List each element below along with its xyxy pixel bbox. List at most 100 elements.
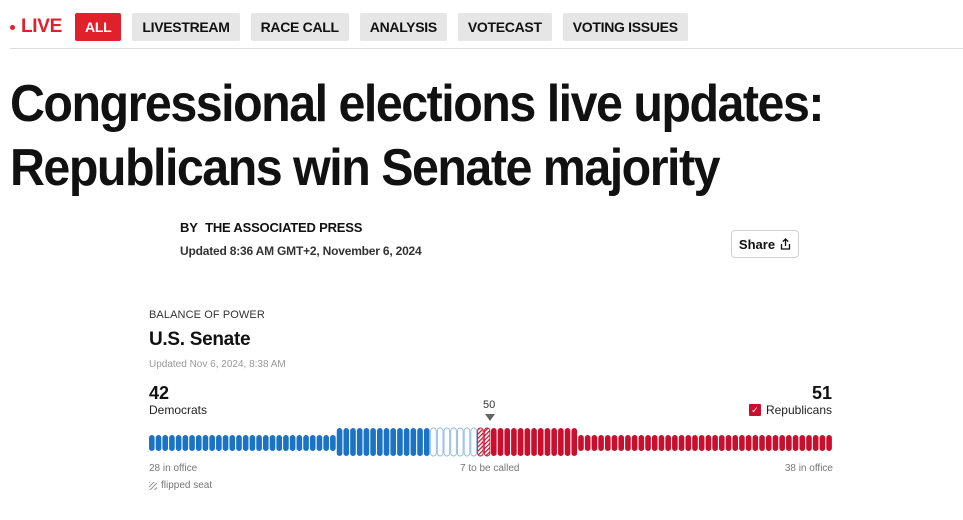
dem-seat-in-office [202,435,209,451]
rep-seat-in-office [739,435,745,451]
dem-seat-in-office [155,435,162,451]
rep-seat-in-office [779,435,785,451]
rep-seat-in-office [692,435,698,451]
tab-analysis[interactable]: ANALYSIS [359,13,447,41]
live-indicator: LIVE [10,16,62,38]
rep-seat-in-office [598,435,604,451]
section-nav: LIVE ALL LIVESTREAM RACE CALL ANALYSIS V… [10,12,963,42]
dem-seat-in-office [323,435,329,451]
rep-seat-in-office [651,435,658,451]
byline-prefix: BY [180,220,198,235]
dem-seat-called [383,428,390,456]
rep-seat-in-office [765,435,772,451]
rep-seat-called [558,428,564,456]
page-title: Congressional elections live updates: Re… [10,72,889,200]
tab-votecast[interactable]: VOTECAST [457,13,552,41]
rep-seat-in-office [732,435,739,451]
rep-seat-in-office [625,435,631,451]
rep-seat-in-office [786,435,792,451]
dem-seat-called [343,428,350,456]
dem-seat-in-office [256,435,262,451]
dem-seat-in-office [263,435,269,451]
dem-seat-called [403,428,410,456]
dem-seat-in-office [195,435,202,451]
rep-seat-in-office [719,435,725,451]
dem-seat-in-office [229,435,236,451]
uncalled-seat [470,427,477,457]
uncalled-seat [436,427,444,457]
headline-line-1: Congressional elections live updates: [10,75,824,133]
tab-all[interactable]: ALL [75,13,122,41]
headline-line-2: Republicans win Senate majority [10,139,721,197]
flipped-legend-label: flipped seat [161,480,213,491]
rep-seat-count: 51 [811,383,832,403]
dem-seat-called [336,428,343,456]
bop-title: U.S. Senate [149,329,251,350]
share-button[interactable]: Share [731,230,799,258]
rep-seat-in-office [712,435,718,451]
dem-seat-in-office [169,435,175,451]
dem-seat-called [370,428,376,456]
rep-seat-called [511,428,517,456]
dem-seat-in-office [289,435,296,451]
uncalled-seat [450,427,457,457]
dem-seat-in-office [276,435,283,451]
uncalled-seat [457,427,464,457]
rep-seat-in-office [685,435,692,451]
flipped-seat-legend: flipped seat [149,480,212,491]
byline-author[interactable]: THE ASSOCIATED PRESS [205,220,363,235]
rep-seat-flipped [477,427,484,457]
majority-marker-icon [485,414,495,421]
majority-check-icon: ✓ [748,404,761,416]
tab-race-call[interactable]: RACE CALL [250,13,349,41]
rep-seat-in-office [812,435,819,451]
rep-label: Republicans [765,403,832,417]
dem-seat-in-office [222,435,229,451]
dem-seat-called [356,428,363,456]
dem-seat-in-office [269,435,276,451]
rep-seat-in-office [698,435,705,451]
rep-seat-called [551,428,557,456]
dem-seat-in-office [162,435,169,451]
dem-seat-in-office [182,435,189,451]
tab-voting-issues[interactable]: VOTING ISSUES [562,13,688,41]
rep-seat-in-office [611,435,618,451]
rep-seat-in-office [759,435,765,451]
rep-seat-in-office [665,435,671,451]
seat-bar [149,427,832,457]
rep-seat-in-office [584,435,591,451]
dem-seat-in-office [296,435,303,451]
bop-kicker: BALANCE OF POWER [149,309,265,321]
dem-seat-in-office [330,435,336,451]
dem-seat-in-office [249,435,256,451]
flipped-hatch-icon [149,481,157,490]
rep-seat-called [491,428,497,456]
dem-seat-called [350,428,356,456]
share-icon [780,238,791,250]
rep-seat-in-office [578,435,584,451]
dem-seat-called [410,428,417,456]
share-label: Share [738,236,776,252]
rep-seat-called [504,428,511,456]
tab-livestream[interactable]: LIVESTREAM [132,13,240,41]
to-be-called-label: 7 to be called [460,463,520,474]
dem-seat-in-office [216,435,222,451]
rep-seat-in-office [772,435,779,451]
rep-label-group: ✓ Republicans [748,403,832,417]
dem-seat-called [363,428,370,456]
rep-seat-in-office [745,435,752,451]
rep-seat-in-office [752,435,759,451]
rep-seat-in-office [591,435,598,451]
dem-seat-in-office [309,435,316,451]
dem-seat-in-office [175,435,182,451]
uncalled-seat [463,427,471,457]
rep-seat-called [571,428,578,456]
rep-seat-in-office [658,435,665,451]
rep-seat-called [544,428,551,456]
dem-seat-count: 42 [149,383,170,403]
uncalled-seat [430,427,437,457]
rep-seat-called [564,428,571,456]
rep-seat-in-office [705,435,712,451]
dem-seat-in-office [209,435,215,451]
dem-seat-in-office [316,435,323,451]
